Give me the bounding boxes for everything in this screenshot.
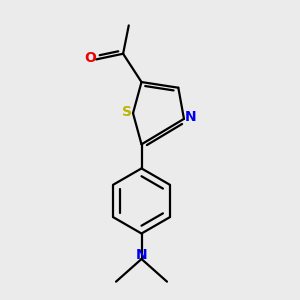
Text: S: S — [122, 105, 132, 119]
Text: N: N — [136, 248, 147, 262]
Text: N: N — [184, 110, 196, 124]
Text: O: O — [84, 51, 96, 65]
